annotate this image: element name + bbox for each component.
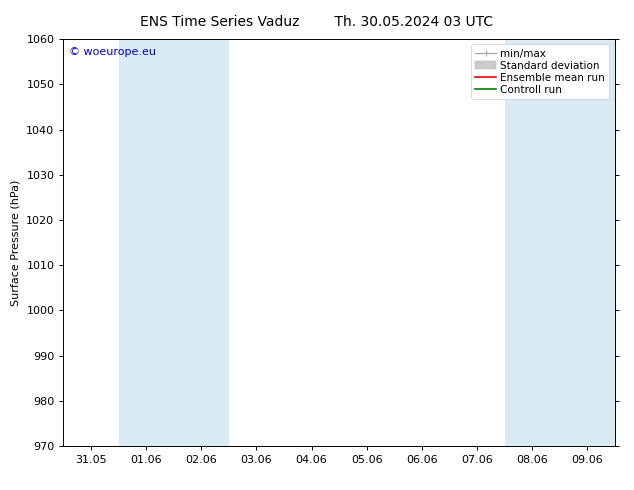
Text: ENS Time Series Vaduz        Th. 30.05.2024 03 UTC: ENS Time Series Vaduz Th. 30.05.2024 03 …	[141, 15, 493, 29]
Legend: min/max, Standard deviation, Ensemble mean run, Controll run: min/max, Standard deviation, Ensemble me…	[471, 45, 609, 99]
Bar	[505, 39, 615, 446]
Y-axis label: Surface Pressure (hPa): Surface Pressure (hPa)	[11, 179, 21, 306]
Bar	[119, 39, 229, 446]
Text: © woeurope.eu: © woeurope.eu	[69, 48, 156, 57]
